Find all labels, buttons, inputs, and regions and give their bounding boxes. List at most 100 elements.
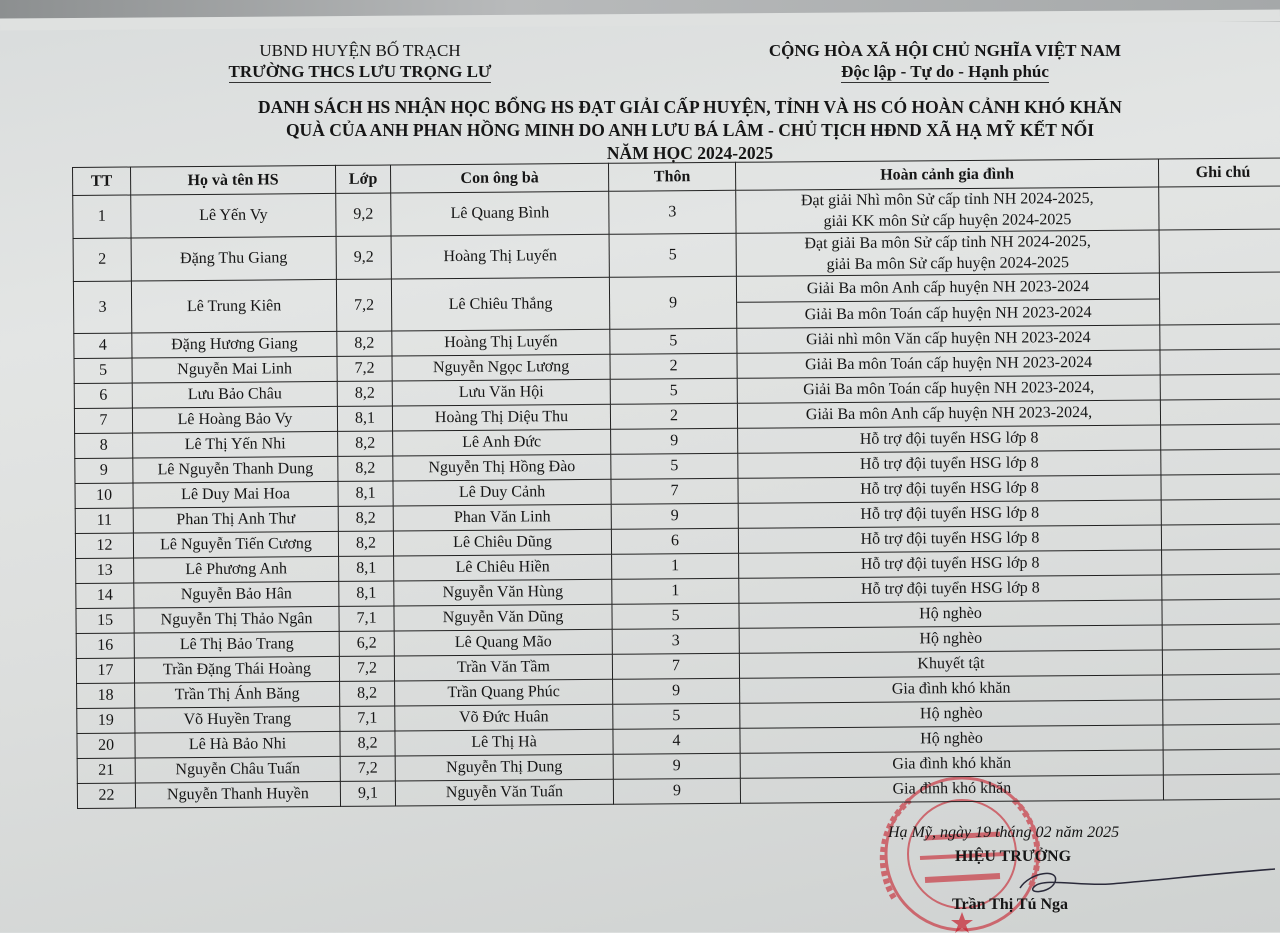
cell-note bbox=[1162, 723, 1280, 750]
cell-class: 8,1 bbox=[337, 405, 393, 432]
cell-parent: Nguyễn Văn Dũng bbox=[393, 604, 613, 631]
cell-circumstance: Hỗ trợ đội tuyển HSG lớp 8 bbox=[738, 524, 1162, 554]
cell-village: 9 bbox=[611, 503, 739, 530]
title-line-3: NĂM HỌC 2024-2025 bbox=[606, 143, 774, 163]
cell-village: 9 bbox=[612, 678, 740, 705]
cell-note bbox=[1159, 271, 1280, 325]
cell-class: 7,1 bbox=[338, 605, 395, 632]
circumstance-line: Giải Ba môn Anh cấp huyện NH 2023-2024 bbox=[736, 273, 1160, 303]
cell-note bbox=[1160, 373, 1280, 400]
cell-student-name: Trần Thị Ánh Băng bbox=[134, 681, 340, 709]
cell-circumstance: Giải nhì môn Văn cấp huyện NH 2023-2024 bbox=[736, 324, 1160, 354]
cell-parent: Hoàng Thị Luyến bbox=[391, 329, 610, 356]
cell-class: 8,2 bbox=[337, 455, 393, 482]
cell-tt: 9 bbox=[74, 458, 133, 484]
cell-note bbox=[1161, 598, 1280, 625]
circumstance-line: Giải Ba môn Toán cấp huyện NH 2023-2024 bbox=[804, 303, 1092, 324]
header-right: CỘNG HÒA XÃ HỘI CHỦ NGHĨA VIỆT NAM Độc l… bbox=[720, 40, 1170, 83]
cell-student-name: Lưu Bảo Châu bbox=[132, 381, 338, 409]
cell-student-name: Võ Huyền Trang bbox=[134, 706, 340, 734]
cell-class: 8,2 bbox=[339, 680, 395, 707]
cell-class: 7,2 bbox=[340, 755, 396, 782]
cell-village: 9 bbox=[609, 276, 737, 330]
cell-note bbox=[1161, 548, 1280, 575]
circumstance-line: Hỗ trợ đội tuyển HSG lớp 8 bbox=[860, 479, 1039, 498]
cell-circumstance: Khuyết tật bbox=[739, 649, 1163, 679]
circumstance-line: Gia đình khó khăn bbox=[892, 779, 1012, 798]
signer-role: HIỆU TRƯỞNG bbox=[955, 848, 1072, 865]
cell-circumstance: Hộ nghèo bbox=[739, 724, 1164, 754]
cell-student-name: Lê Thị Yến Nhi bbox=[132, 431, 338, 459]
cell-class: 8,1 bbox=[337, 480, 394, 507]
cell-circumstance: Giải Ba môn Anh cấp huyện NH 2023-2024, bbox=[737, 399, 1161, 429]
cell-tt: 21 bbox=[77, 758, 136, 784]
circumstance-line: Hỗ trợ đội tuyển HSG lớp 8 bbox=[860, 554, 1040, 573]
cell-student-name: Đặng Thu Giang bbox=[131, 236, 337, 282]
cell-village: 9 bbox=[613, 753, 741, 780]
cell-circumstance: Hộ nghèo bbox=[738, 599, 1163, 629]
cell-village: 4 bbox=[612, 728, 741, 755]
circumstance-line: Giải Ba môn Toán cấp huyện NH 2023-2024, bbox=[803, 378, 1095, 399]
cell-circumstance: Hỗ trợ đội tuyển HSG lớp 8 bbox=[738, 574, 1162, 604]
cell-circumstance: Giải Ba môn Anh cấp huyện NH 2023-2024 Gi… bbox=[736, 272, 1160, 329]
cell-student-name: Nguyễn Thanh Huyền bbox=[135, 781, 341, 809]
cell-note bbox=[1162, 673, 1280, 700]
cell-student-name: Lê Phương Anh bbox=[133, 556, 339, 584]
cell-class: 9,2 bbox=[335, 192, 392, 237]
cell-village: 7 bbox=[612, 653, 740, 680]
country-name: CỘNG HÒA XÃ HỘI CHỦ NGHĨA VIỆT NAM bbox=[768, 41, 1122, 60]
cell-parent: Phan Văn Linh bbox=[393, 504, 612, 531]
cell-tt: 22 bbox=[77, 783, 136, 809]
cell-parent: Võ Đức Huân bbox=[394, 704, 613, 731]
cell-parent: Nguyễn Văn Tuấn bbox=[395, 779, 614, 806]
cell-note bbox=[1163, 748, 1280, 775]
cell-tt: 1 bbox=[72, 195, 132, 239]
cell-village: 2 bbox=[609, 353, 738, 380]
circumstance-line: Hỗ trợ đội tuyển HSG lớp 8 bbox=[859, 454, 1039, 473]
circumstance-line: Hỗ trợ đội tuyển HSG lớp 8 bbox=[860, 579, 1040, 598]
cell-village: 5 bbox=[609, 233, 737, 278]
cell-tt: 13 bbox=[75, 558, 134, 584]
cell-student-name: Lê Duy Mai Hoa bbox=[132, 481, 339, 509]
cell-class: 8,2 bbox=[338, 505, 394, 532]
cell-parent: Trần Văn Tầm bbox=[394, 654, 613, 681]
cell-village: 5 bbox=[611, 603, 740, 630]
cell-tt: 5 bbox=[74, 358, 133, 384]
cell-note bbox=[1160, 398, 1280, 425]
signature bbox=[1019, 868, 1276, 893]
col-header-circumstance: Hoàn cảnh gia đình bbox=[735, 158, 1159, 191]
cell-tt: 10 bbox=[74, 483, 134, 509]
cell-class: 8,2 bbox=[336, 330, 392, 357]
col-header-village: Thôn bbox=[608, 162, 736, 192]
cell-note bbox=[1159, 228, 1280, 273]
cell-class: 7,1 bbox=[339, 705, 395, 732]
cell-parent: Lưu Văn Hội bbox=[392, 379, 611, 406]
cell-student-name: Đặng Hương Giang bbox=[131, 331, 337, 359]
cell-student-name: Lê Hà Bảo Nhi bbox=[134, 731, 341, 759]
cell-parent: Hoàng Thị Luyến bbox=[391, 234, 610, 279]
cell-student-name: Nguyễn Mai Linh bbox=[132, 356, 338, 384]
circumstance-line: Hộ nghèo bbox=[919, 604, 982, 623]
cell-student-name: Phan Thị Anh Thư bbox=[133, 506, 339, 534]
signer-name: Trần Thị Tú Nga bbox=[952, 896, 1069, 913]
cell-village: 7 bbox=[610, 478, 739, 505]
cell-note bbox=[1162, 698, 1280, 725]
cell-note bbox=[1161, 498, 1280, 525]
cell-student-name: Lê Trung Kiên bbox=[131, 279, 337, 334]
cell-parent: Lê Chiêu Hiền bbox=[393, 554, 612, 581]
cell-circumstance: Đạt giải Ba môn Sử cấp tỉnh NH 2024-2025… bbox=[736, 229, 1160, 277]
circumstance-line: Hỗ trợ đội tuyển HSG lớp 8 bbox=[860, 504, 1040, 523]
circumstance-line: Giải nhì môn Văn cấp huyện NH 2023-2024 bbox=[806, 329, 1091, 349]
cell-class: 9,2 bbox=[336, 235, 392, 280]
cell-class: 8,2 bbox=[339, 730, 396, 757]
cell-tt: 18 bbox=[76, 683, 135, 709]
circumstance-line: Gia đình khó khăn bbox=[892, 754, 1012, 773]
cell-village: 1 bbox=[611, 578, 739, 605]
cell-note bbox=[1163, 773, 1280, 800]
cell-circumstance: Hỗ trợ đội tuyển HSG lớp 8 bbox=[738, 499, 1162, 529]
cell-circumstance: Hỗ trợ đội tuyển HSG lớp 8 bbox=[737, 474, 1162, 504]
cell-circumstance: Gia đình khó khăn bbox=[740, 774, 1164, 804]
circumstance-line: Giải Ba môn Toán cấp huyện NH 2023-2024 bbox=[805, 353, 1093, 374]
cell-student-name: Nguyễn Bảo Hân bbox=[133, 581, 339, 609]
cell-village: 5 bbox=[612, 703, 740, 730]
